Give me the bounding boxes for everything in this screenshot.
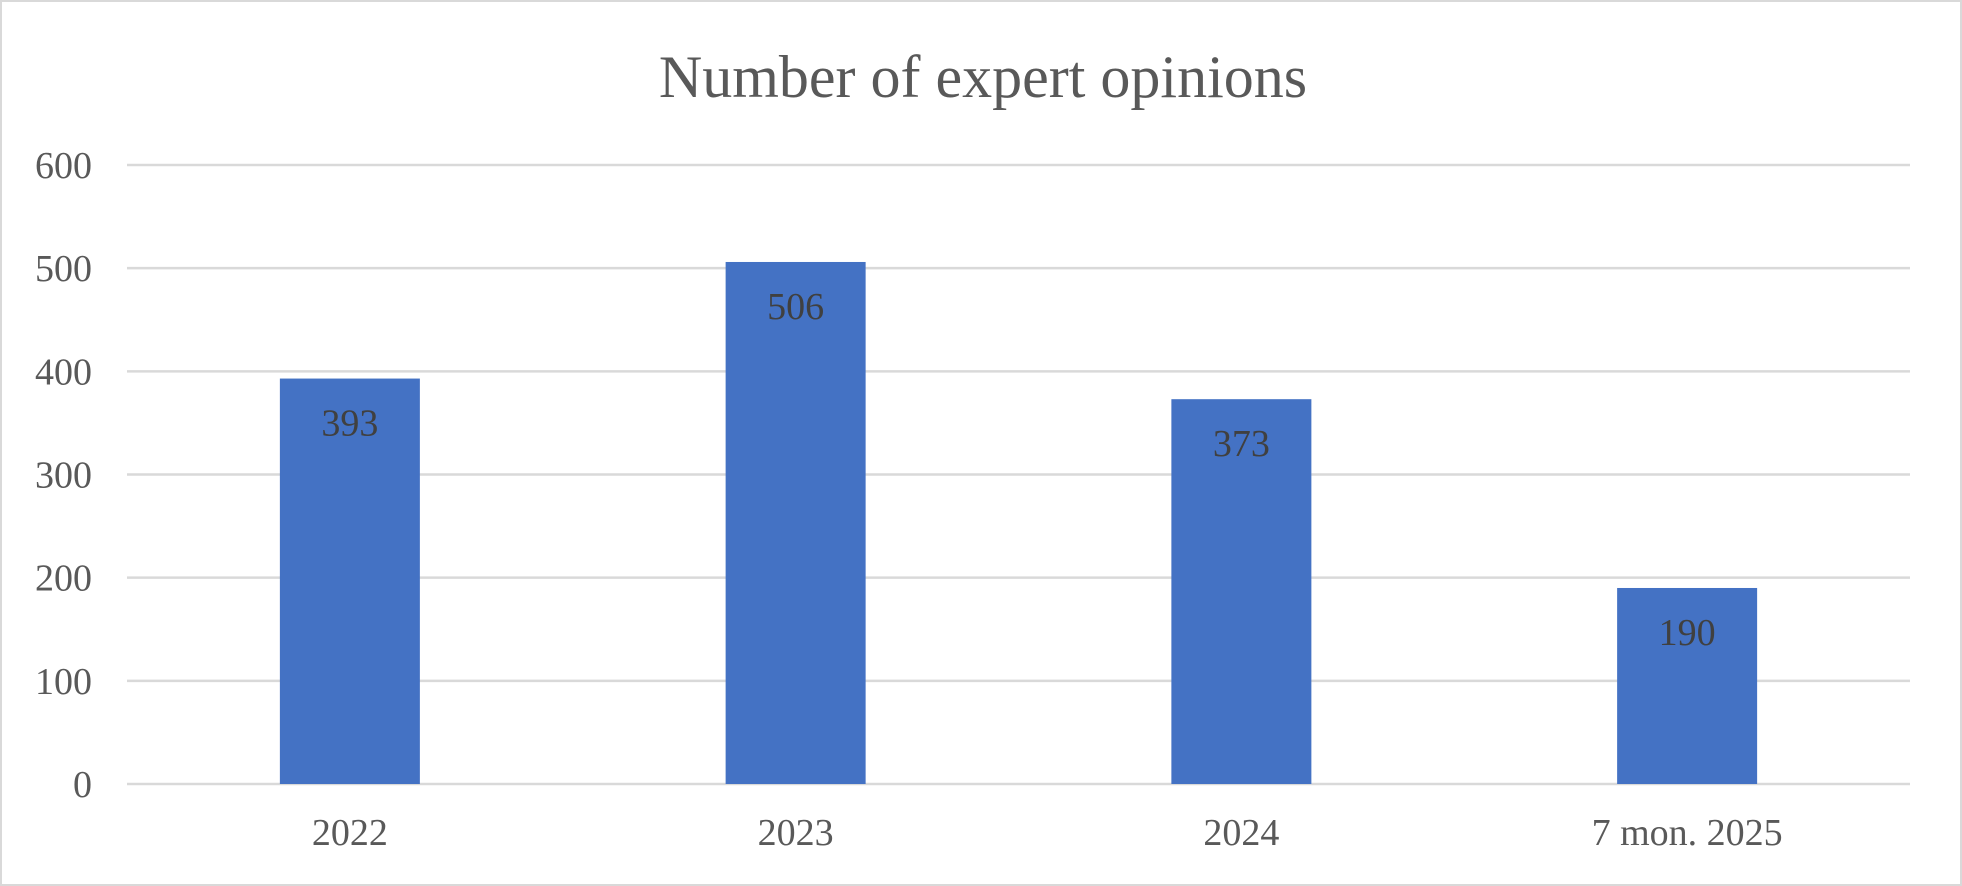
x-tick-label: 2022 [312,812,388,854]
chart-title: Number of expert opinions [658,44,1308,110]
bar [279,378,420,784]
x-tick-label: 2023 [758,812,834,854]
bar [1617,587,1758,784]
x-axis-tick-labels: 2022 2023 2024 7 mon. 2025 [312,812,1783,854]
data-label: 506 [767,286,824,328]
bar [1171,399,1312,784]
y-tick-label: 100 [35,661,92,703]
x-tick-label: 7 mon. 2025 [1592,812,1783,854]
data-label: 373 [1213,423,1270,465]
y-tick-label: 0 [73,764,92,806]
y-tick-label: 400 [35,351,92,393]
data-label: 190 [1659,612,1716,654]
gridlines [127,163,1910,786]
data-labels: 393 506 373 190 [321,286,1715,654]
bars [279,261,1758,784]
x-tick-label: 2024 [1203,812,1279,854]
y-tick-label: 500 [35,248,92,290]
y-tick-label: 200 [35,558,92,600]
y-tick-label: 600 [35,145,92,187]
data-label: 393 [321,403,378,445]
y-axis-tick-labels: 0 100 200 300 400 500 600 [35,145,92,806]
y-tick-label: 300 [35,455,92,497]
bar [725,261,866,784]
